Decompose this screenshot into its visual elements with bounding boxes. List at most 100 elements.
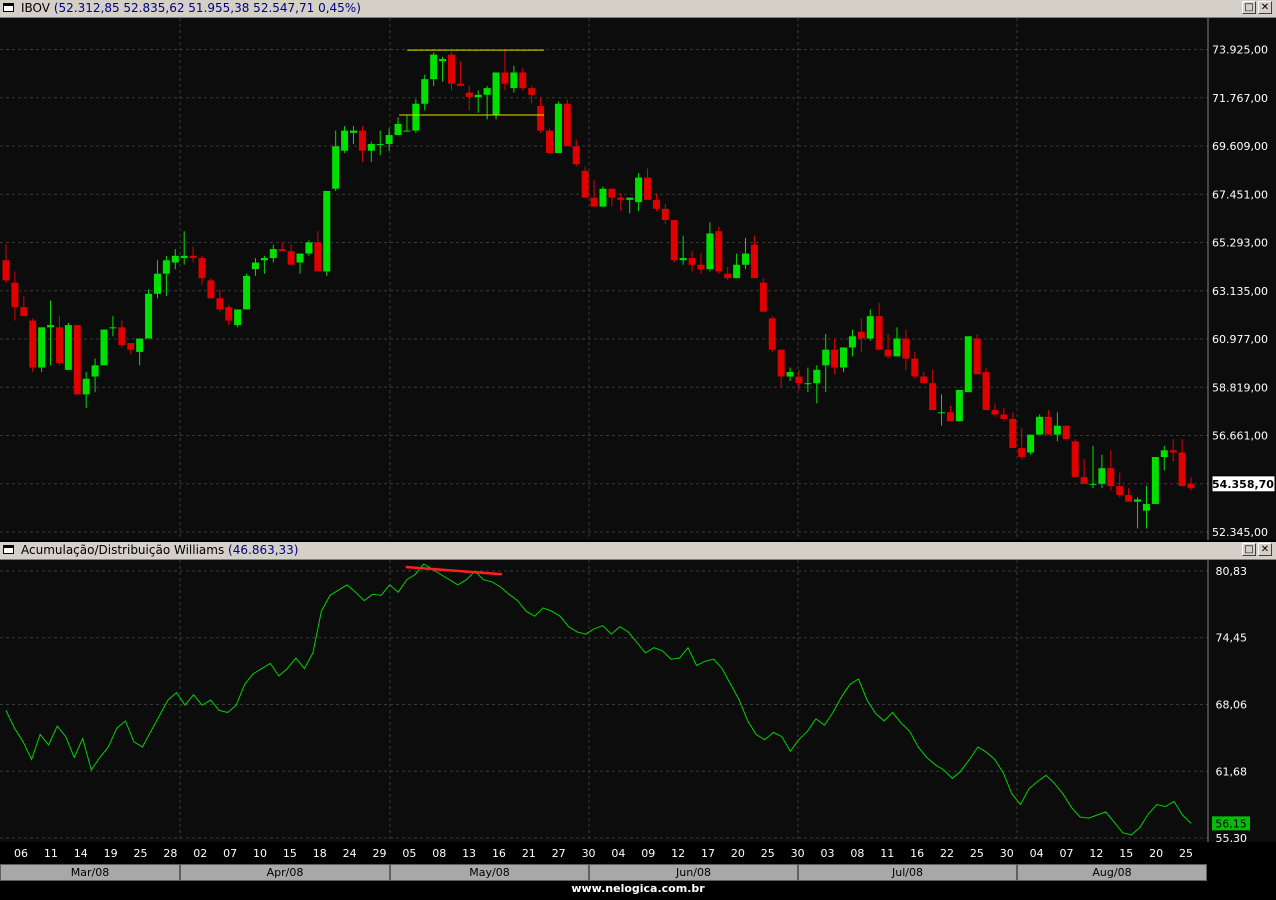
candle-body [394, 123, 402, 136]
y-tick-label: 74,45 [1216, 632, 1248, 645]
close-button[interactable]: ✕ [1258, 1, 1272, 14]
candle-body [831, 349, 839, 368]
candle-body [537, 106, 545, 131]
candle-body [795, 376, 803, 384]
x-tick-label: 14 [74, 847, 88, 860]
candle-body [207, 280, 215, 299]
x-tick-label: 21 [522, 847, 536, 860]
candle-body [652, 199, 660, 209]
x-tick-label: 30 [791, 847, 805, 860]
x-tick-label: 04 [611, 847, 625, 860]
candle-body [608, 188, 616, 198]
x-tick-label: 27 [552, 847, 566, 860]
candle-body [323, 190, 331, 272]
y-tick-label: 60.977,00 [1212, 333, 1268, 346]
y-tick-label: 65.293,00 [1212, 237, 1268, 250]
candle-body [697, 264, 705, 270]
indicator-panel-values: (46.863,33) [228, 543, 299, 557]
date-axis: 06 11 14 19 25 28 02 07 10 15 18 24 29 05 08 13 16 21 27 30… [0, 842, 1276, 864]
close-button[interactable]: ✕ [1258, 543, 1272, 556]
window-icon [3, 3, 14, 12]
x-tick-label: 06 [14, 847, 28, 860]
divergence-line [405, 565, 503, 576]
footer-url: www.nelogica.com.br [571, 882, 705, 895]
candle-body [251, 262, 259, 270]
x-tick-label: 30 [1000, 847, 1014, 860]
candle-body [572, 146, 580, 165]
x-tick-label: 07 [1060, 847, 1074, 860]
month-label: Jun/08 [589, 864, 798, 881]
candle-body [55, 327, 63, 364]
month-label: Mar/08 [0, 864, 180, 881]
month-label: Aug/08 [1017, 864, 1207, 881]
indicator-chart-panel[interactable]: 80,83 74,45 68,06 61,68 55,30 56,15 [0, 560, 1276, 845]
last-price-box [1211, 475, 1276, 493]
candle-body [733, 264, 741, 279]
month-label: Apr/08 [180, 864, 390, 881]
candle-body [911, 358, 919, 377]
indicator-chart: 80,83 74,45 68,06 61,68 55,30 56,15 [0, 560, 1250, 845]
price-chart-panel[interactable]: 73.925,00 71.767,00 69.609,00 67.451,00 65.2… [0, 18, 1276, 540]
candle-body [1089, 483, 1097, 485]
x-tick-label: 16 [910, 847, 924, 860]
x-tick-label: 25 [970, 847, 984, 860]
candle-body [180, 255, 188, 259]
y-tick-label: 80,83 [1216, 565, 1248, 578]
x-tick-label: 15 [1119, 847, 1133, 860]
candle-body [768, 318, 776, 350]
x-tick-label: 04 [1030, 847, 1044, 860]
x-tick-label: 17 [701, 847, 715, 860]
candle-body [349, 130, 357, 133]
candle-body [198, 258, 206, 279]
candle-body [875, 316, 883, 350]
candle-body [234, 309, 242, 326]
candle-body [510, 72, 518, 89]
indicator-panel-titlebar: Acumulação/Distribuição Williams (46.863… [0, 542, 1276, 560]
x-tick-label: 05 [402, 847, 416, 860]
candle-body [581, 170, 589, 198]
candle-body [483, 88, 491, 95]
candle-body [1134, 499, 1142, 502]
candle-body [866, 316, 874, 339]
candle-body [590, 197, 598, 207]
candle-body [421, 79, 429, 104]
x-tick-label: 25 [761, 847, 775, 860]
x-tick-label: 10 [253, 847, 267, 860]
candle-body [367, 144, 375, 151]
candle-body [38, 327, 46, 368]
candle-body [100, 329, 108, 366]
candle-body [430, 54, 438, 80]
candle-body [1169, 450, 1177, 453]
candle-body [724, 273, 732, 279]
maximize-button[interactable]: □ [1242, 543, 1256, 556]
candle-body [11, 282, 19, 308]
candle-body [902, 338, 910, 359]
candle-body [1160, 450, 1168, 457]
maximize-button[interactable]: □ [1242, 1, 1256, 14]
candle-body [474, 94, 482, 98]
candle-body [376, 144, 384, 146]
x-tick-label: 19 [104, 847, 118, 860]
candle-body [127, 342, 135, 350]
candle-body [706, 233, 714, 270]
candle-body [260, 258, 268, 261]
candle-body [982, 372, 990, 411]
price-panel-values: (52.312,85 52.835,62 51.955,38 52.547,71… [53, 1, 361, 15]
candle-body [955, 389, 963, 422]
candle-body [189, 255, 197, 259]
candle-body [938, 412, 946, 414]
candle-body [635, 177, 643, 203]
candle-body [554, 103, 562, 153]
x-tick-label: 13 [462, 847, 476, 860]
x-tick-label: 16 [492, 847, 506, 860]
candle-body [1151, 456, 1159, 504]
y-tick-label: 63.135,00 [1212, 285, 1268, 298]
candle-body [840, 347, 848, 368]
x-tick-label: 03 [821, 847, 835, 860]
candle-body [82, 378, 90, 395]
candle-body [973, 338, 981, 375]
ad-series-line [5, 563, 1192, 836]
candle-body [786, 372, 794, 377]
x-tick-label: 09 [641, 847, 655, 860]
candle-body [64, 325, 72, 370]
